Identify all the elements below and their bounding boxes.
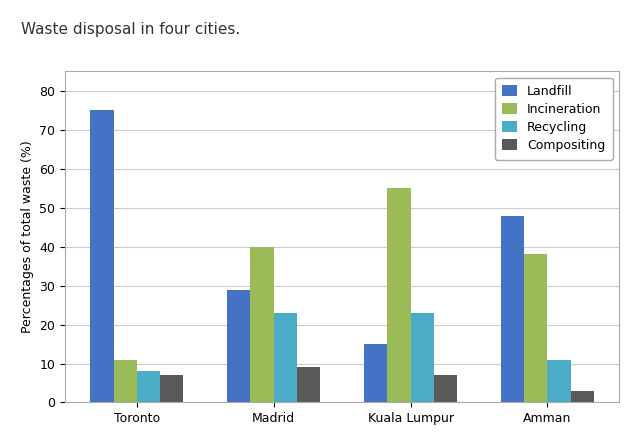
Bar bbox=[387, 188, 411, 402]
Bar bbox=[137, 371, 160, 402]
Bar bbox=[434, 375, 457, 402]
Bar bbox=[411, 313, 434, 402]
Bar bbox=[364, 344, 387, 402]
Text: Waste disposal in four cities.: Waste disposal in four cities. bbox=[20, 22, 240, 37]
Bar bbox=[90, 110, 113, 402]
Bar bbox=[297, 368, 320, 402]
Bar bbox=[274, 313, 297, 402]
Bar bbox=[501, 215, 524, 402]
Bar bbox=[250, 247, 274, 402]
Bar bbox=[571, 391, 594, 402]
Bar bbox=[524, 255, 547, 402]
Y-axis label: Percentages of total waste (%): Percentages of total waste (%) bbox=[21, 140, 34, 333]
Bar bbox=[547, 359, 571, 402]
Bar bbox=[113, 359, 137, 402]
Bar bbox=[160, 375, 184, 402]
Bar bbox=[227, 289, 250, 402]
Legend: Landfill, Incineration, Recycling, Compositing: Landfill, Incineration, Recycling, Compo… bbox=[495, 78, 613, 160]
